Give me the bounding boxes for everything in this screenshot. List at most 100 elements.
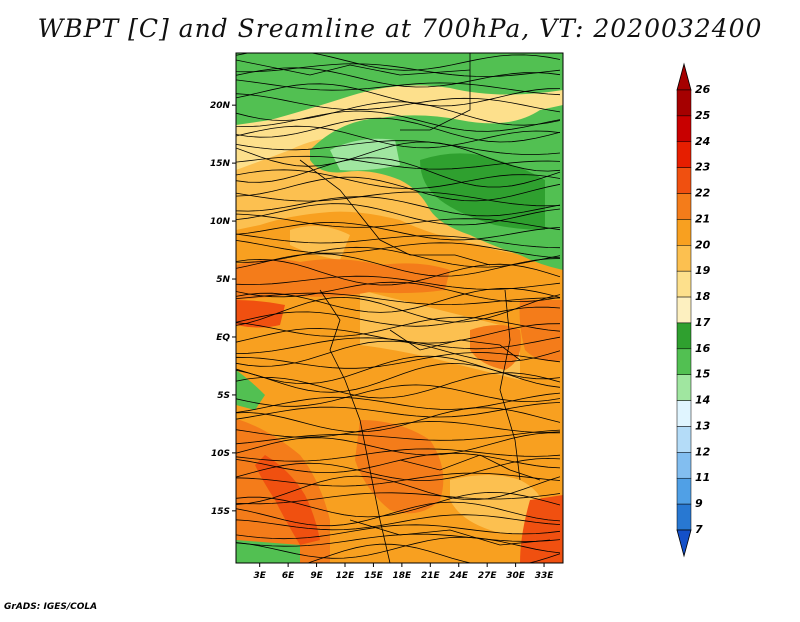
streamline (236, 101, 561, 126)
country-borders (236, 53, 551, 563)
streamline (236, 340, 561, 367)
colorbar: 26 25 24 23 22 21 20 19 18 17 16 15 14 13 12 11 9 7 (676, 62, 711, 558)
colorbar-segment (676, 452, 692, 479)
streamline (236, 253, 561, 277)
colorbar-label: 25 (695, 109, 711, 122)
streamline (236, 157, 561, 188)
colorbar-segment (676, 296, 692, 324)
streamline (236, 246, 561, 268)
colorbar-label: 13 (695, 419, 711, 432)
colorbar-label: 17 (695, 316, 711, 329)
streamlines (236, 53, 561, 563)
colorbar-segment (676, 219, 692, 246)
red-patch-southwest (255, 455, 320, 545)
green-strip-north (236, 53, 563, 125)
lat-label: 15N (210, 159, 231, 169)
lat-label: 10N (210, 217, 231, 227)
lon-label: 3E (253, 571, 266, 581)
colorbar-segment (676, 348, 692, 375)
streamline (236, 421, 561, 438)
streamline (236, 336, 561, 355)
streamline (236, 514, 561, 531)
streamline (236, 407, 561, 433)
lon-label: 15E (364, 571, 384, 581)
streamline (236, 384, 561, 407)
streamline (236, 491, 561, 518)
colorbar-label: 19 (695, 264, 711, 277)
streamline (236, 543, 561, 563)
streamline (236, 452, 561, 473)
latitude-axis: 20N 15N 10N 5N EQ 5S 10S 15S (210, 101, 236, 517)
lon-label: 30E (506, 571, 526, 581)
border-line (319, 289, 391, 563)
colorbar-segment (676, 270, 692, 298)
streamline (236, 140, 561, 155)
colorbar-label: 15 (695, 368, 711, 381)
lat-label: 5N (216, 275, 230, 285)
red-patch-southeast (520, 495, 563, 563)
green-patch-bottom (236, 540, 300, 563)
map-title: WBPT [C] and Sreamline at 700hPa, VT: 20… (37, 14, 763, 43)
border-line (299, 159, 491, 266)
border-line (236, 59, 471, 76)
colorbar-segment (676, 193, 692, 220)
streamline (236, 239, 561, 259)
colorbar-label: 20 (695, 238, 711, 251)
streamline (236, 110, 561, 132)
lon-label: 6E (282, 571, 295, 581)
wbpt-field (236, 53, 563, 563)
lat-label: 10S (211, 449, 230, 459)
dark-green-core (420, 153, 545, 230)
streamline (236, 79, 561, 96)
colorbar-segment (676, 115, 692, 143)
streamline (236, 287, 561, 313)
border-line (399, 454, 541, 481)
streamline (236, 213, 561, 231)
longitude-axis: 3E 6E 9E 12E 15E 18E 21E 24E 27E 30E 33E (253, 563, 554, 581)
streamline (236, 352, 561, 369)
streamline (236, 275, 561, 290)
streamline (236, 501, 561, 527)
colorbar-segment (676, 89, 692, 117)
colorbar-label: 18 (695, 290, 711, 303)
streamline (236, 196, 561, 217)
border-line (400, 53, 471, 131)
streamline (236, 533, 561, 547)
streamline (236, 169, 561, 189)
colorbar-segment (676, 503, 692, 531)
colorbar-label: 16 (695, 342, 711, 355)
colorbar-label: 7 (695, 523, 703, 536)
colorbar-top-triangle (676, 62, 692, 91)
colorbar-segment (676, 374, 692, 401)
streamline (236, 316, 561, 337)
streamline (236, 67, 561, 88)
border-line (499, 289, 521, 481)
streamline (236, 524, 561, 540)
lat-label: 5S (217, 391, 230, 401)
lat-label: EQ (216, 333, 230, 343)
border-line (389, 329, 521, 361)
streamline (236, 362, 561, 393)
colorbar-segment (676, 245, 692, 272)
streamline (236, 83, 561, 107)
streamline (236, 429, 561, 445)
lon-label: 27E (478, 571, 498, 581)
streamline (236, 117, 561, 143)
lat-label: 20N (210, 101, 231, 111)
streamline (236, 203, 561, 226)
colorbar-label: 12 (695, 445, 711, 458)
colorbar-bottom-triangle (676, 529, 692, 558)
streamline (236, 221, 561, 241)
colorbar-segment (676, 141, 692, 168)
streamline (236, 191, 561, 207)
streamline (236, 93, 561, 113)
colorbar-label: 11 (695, 471, 710, 484)
streamline (236, 125, 561, 149)
streamline (236, 292, 561, 306)
streamline (236, 492, 561, 505)
streamline (236, 155, 561, 170)
lon-label: 21E (421, 571, 441, 581)
colorbar-label: 26 (695, 83, 711, 96)
